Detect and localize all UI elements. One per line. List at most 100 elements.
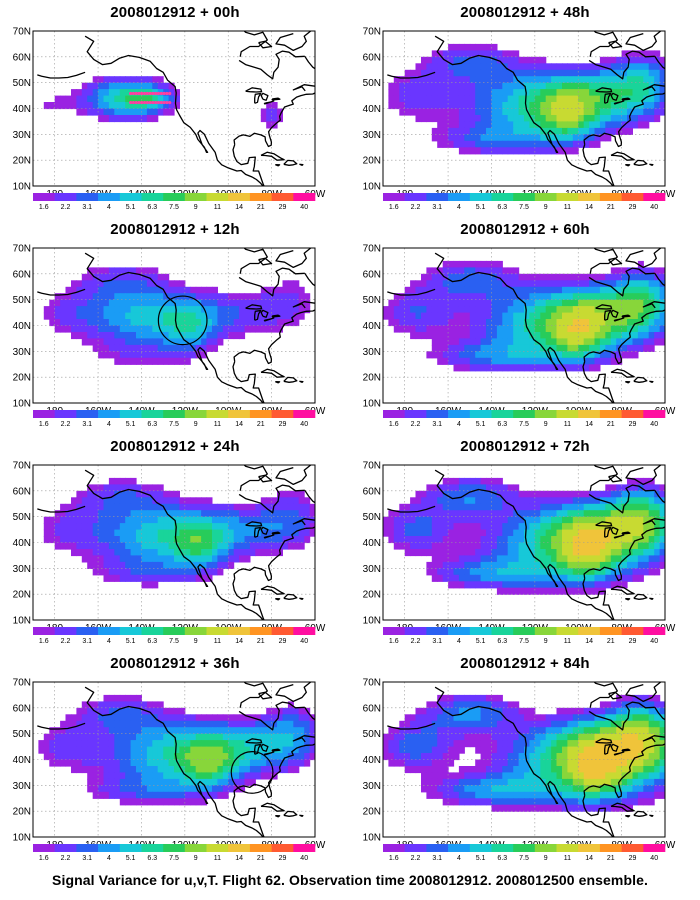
coastline <box>589 31 618 57</box>
coastline <box>649 814 654 817</box>
coastline <box>613 317 625 322</box>
y-tick-label: 60N <box>13 52 31 63</box>
gridlines <box>383 682 665 837</box>
coastlines <box>37 465 315 620</box>
track-point <box>145 91 149 96</box>
coastline <box>283 376 298 383</box>
track-point <box>131 91 136 96</box>
y-tick-label: 70N <box>363 678 381 689</box>
track-point <box>162 91 166 96</box>
panel-title: 2008012912 + 00h <box>110 4 240 21</box>
track-point <box>129 91 133 96</box>
colorbar-swatch <box>643 410 666 418</box>
colorbar-label: 29 <box>629 421 637 428</box>
coastline <box>608 40 623 49</box>
coastline <box>608 257 623 266</box>
colorbar-label: 3.1 <box>432 855 442 862</box>
colorbar-label: 9 <box>194 204 198 211</box>
colorbar-swatch <box>249 193 272 201</box>
coastline <box>588 484 655 514</box>
colorbar-swatch <box>228 193 251 201</box>
colorbar-label: 6.3 <box>497 421 507 428</box>
colorbar-swatch <box>33 844 55 852</box>
colorbar-swatch <box>556 410 579 418</box>
y-tick-label: 50N <box>13 78 31 89</box>
map-panel-72h: 2008012912 + 72h 180160W140W120W100W80W6… <box>350 434 700 651</box>
colorbar-swatch <box>404 410 427 418</box>
colorbar-label: 11 <box>214 204 221 211</box>
coastline <box>283 810 298 817</box>
colorbar-label: 40 <box>650 204 658 211</box>
y-tick-label: 10N <box>13 399 31 410</box>
colorbar-label: 14 <box>585 421 593 428</box>
coastline <box>604 526 612 538</box>
track-point <box>156 100 161 105</box>
y-tick-label: 70N <box>363 461 381 472</box>
y-tick-label: 60N <box>363 269 381 280</box>
y-tick-label: 50N <box>13 729 31 740</box>
y-tick-label: 40N <box>363 104 381 115</box>
colorbar-swatch <box>119 627 142 635</box>
colorbar-label: 21 <box>257 638 265 645</box>
colorbar-label: 9 <box>544 638 548 645</box>
coastline <box>239 465 268 491</box>
colorbar-swatch <box>76 193 99 201</box>
variance-map: 180160W140W120W100W80W60W70N60N50N40N30N… <box>13 27 326 212</box>
panel-title: 2008012912 + 36h <box>110 655 240 672</box>
colorbar-label: 40 <box>650 638 658 645</box>
colorbar-swatch <box>163 193 186 201</box>
y-tick-label: 70N <box>363 244 381 255</box>
coastline <box>232 361 265 403</box>
colorbar-label: 7.5 <box>519 421 529 428</box>
gridlines <box>33 682 315 837</box>
colorbar-label: 29 <box>279 204 287 211</box>
coastline <box>595 87 613 93</box>
colorbar-label: 9 <box>544 855 548 862</box>
coastline <box>588 701 655 731</box>
colorbar-label: 7.5 <box>169 421 179 428</box>
colorbar-swatch <box>141 844 164 852</box>
colorbar-label: 6.3 <box>147 421 157 428</box>
coastline <box>292 272 315 309</box>
coastline <box>621 748 631 752</box>
coastline <box>625 814 631 818</box>
colorbar-swatch <box>556 844 579 852</box>
coastline <box>582 795 615 837</box>
colorbar-label: 7.5 <box>169 638 179 645</box>
coastline <box>621 531 631 535</box>
colorbar-swatch <box>643 193 666 201</box>
track-point <box>131 100 136 105</box>
colorbar-swatch <box>163 627 186 635</box>
colorbar-swatch <box>206 410 229 418</box>
y-tick-label: 40N <box>13 104 31 115</box>
colorbar-label: 29 <box>279 855 287 862</box>
colorbar-label: 11 <box>214 421 221 428</box>
coastline <box>633 376 648 383</box>
panel-title: 2008012912 + 84h <box>460 655 590 672</box>
y-tick-label: 10N <box>363 616 381 627</box>
colorbar-swatch <box>578 193 601 201</box>
coastline <box>666 296 681 308</box>
colorbar-swatch <box>76 627 99 635</box>
colorbar-swatch <box>469 193 492 201</box>
colorbar-swatch <box>534 844 557 852</box>
coastline <box>84 686 264 837</box>
verification-region-circle <box>230 750 274 794</box>
y-tick-label: 20N <box>363 373 381 384</box>
coastline <box>233 92 315 148</box>
colorbar-label: 6.3 <box>147 855 157 862</box>
colorbar-label: 5.1 <box>126 421 136 428</box>
gridlines <box>383 31 665 186</box>
coastline <box>633 593 648 600</box>
colorbar-label: 11 <box>564 855 571 862</box>
colorbar-swatch <box>76 844 99 852</box>
colorbar-label: 2.2 <box>61 638 71 645</box>
colorbar-label: 14 <box>585 855 593 862</box>
coastline <box>588 50 655 80</box>
track-point <box>134 91 138 96</box>
colorbar-label: 1.6 <box>389 421 399 428</box>
coastline <box>434 35 614 186</box>
colorbar-label: 21 <box>607 855 615 862</box>
colorbar-swatch <box>141 193 164 201</box>
y-tick-label: 10N <box>363 399 381 410</box>
